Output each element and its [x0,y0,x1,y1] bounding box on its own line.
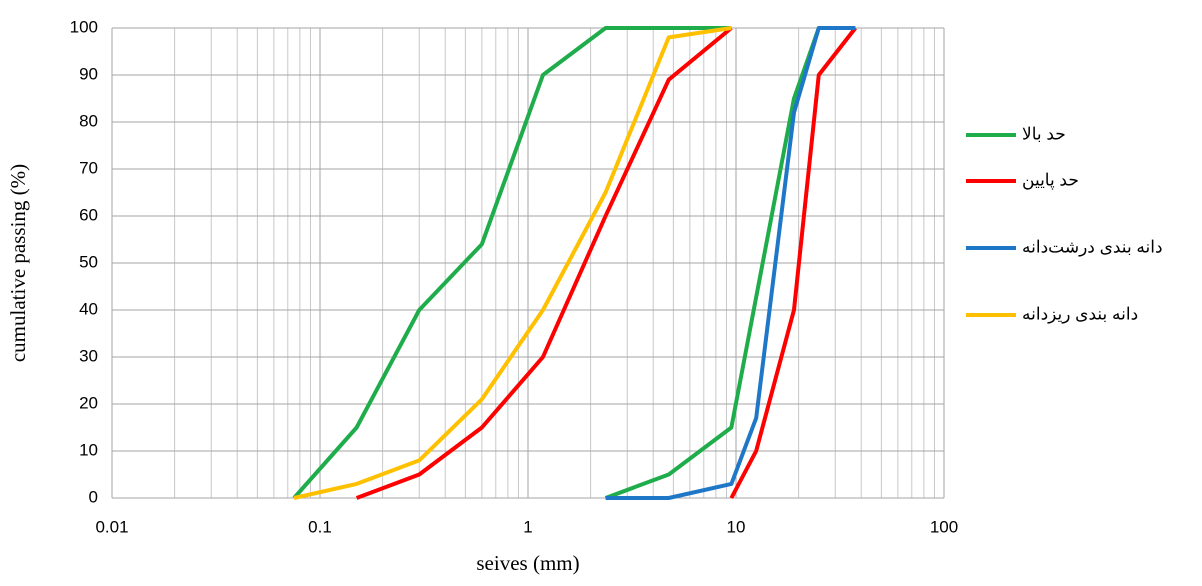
y-tick-label: 70 [79,158,98,177]
y-tick-label: 20 [79,393,98,412]
x-tick-label: 0.01 [95,517,128,536]
y-tick-label: 50 [79,252,98,271]
y-axis-label: cumulative passing (%) [6,164,30,362]
legend-label: دانه بندی ریزدانه [1022,304,1138,324]
series-line [292,26,821,500]
y-tick-label: 90 [79,64,98,83]
legend-label: حد پایین [1022,170,1079,190]
series-line [605,26,856,500]
x-tick-label: 0.1 [308,517,332,536]
series-line [355,26,857,500]
series-line [293,26,732,500]
legend-label: دانه بندی درشت‌دانه [1022,237,1163,257]
legend-label: حد بالا [1022,124,1066,143]
y-tick-label: 60 [79,205,98,224]
x-tick-label: 100 [930,517,958,536]
y-tick-label: 40 [79,299,98,318]
y-tick-label: 100 [70,17,98,36]
y-tick-label: 0 [89,487,98,506]
x-axis-label: seives (mm) [476,551,579,575]
x-tick-label: 10 [727,517,746,536]
y-tick-label: 10 [79,440,98,459]
y-tick-label: 80 [79,111,98,130]
y-tick-label: 30 [79,346,98,365]
x-tick-label: 1 [523,517,532,536]
